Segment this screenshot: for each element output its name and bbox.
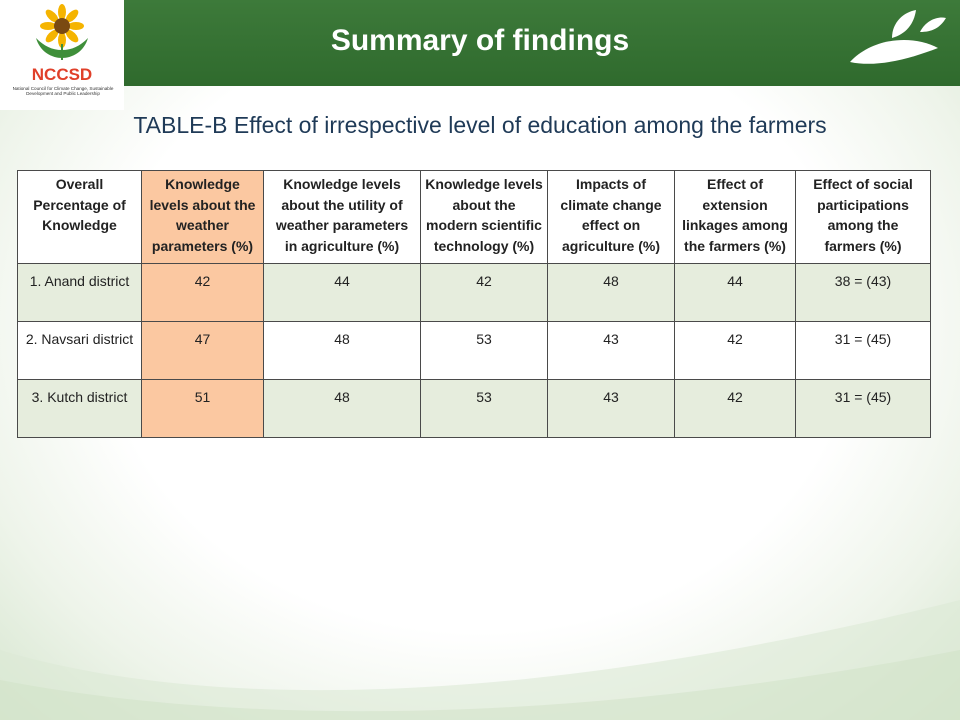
district-cell: 3. Kutch district: [17, 378, 142, 438]
logo: NCCSD National Council for Climate Chang…: [0, 0, 124, 110]
table-cell: 42: [420, 262, 548, 322]
table-cell: 42: [674, 378, 796, 438]
table-caption: TABLE-B Effect of irrespective level of …: [133, 112, 827, 138]
bottom-swoosh-decoration: [0, 600, 960, 720]
district-cell: 2. Navsari district: [17, 320, 142, 380]
column-header: Effect of extension linkages among the f…: [674, 170, 796, 264]
column-header: Impacts of climate change effect on agri…: [547, 170, 675, 264]
district-cell: 1. Anand district: [17, 262, 142, 322]
table-cell: 51: [141, 378, 264, 438]
table-cell: 43: [547, 378, 675, 438]
title-bar: Summary of findings: [0, 0, 960, 86]
column-header: Effect of social participations among th…: [795, 170, 931, 264]
table-cell: 38 = (43): [795, 262, 931, 322]
table-cell: 48: [263, 378, 421, 438]
column-header: Knowledge levels about the weather param…: [141, 170, 264, 264]
findings-table: Overall Percentage of Knowledge Knowledg…: [17, 170, 931, 438]
table-cell: 31 = (45): [795, 320, 931, 380]
column-header: Overall Percentage of Knowledge: [17, 170, 142, 264]
table-cell: 44: [263, 262, 421, 322]
table-row: 3. Kutch district 51 48 53 43 42 31 = (4…: [17, 378, 931, 438]
table-cell: 43: [547, 320, 675, 380]
table-cell: 42: [674, 320, 796, 380]
table-cell: 42: [141, 262, 264, 322]
table-cell: 31 = (45): [795, 378, 931, 438]
table-row: 1. Anand district 42 44 42 48 44 38 = (4…: [17, 262, 931, 322]
table-row: 2. Navsari district 47 48 53 43 42 31 = …: [17, 320, 931, 380]
table-header-row: Overall Percentage of Knowledge Knowledg…: [17, 170, 931, 264]
logo-wordmark: NCCSD: [32, 65, 92, 84]
table-cell: 53: [420, 378, 548, 438]
table-cell: 48: [547, 262, 675, 322]
sunflower-logo-icon: NCCSD: [32, 4, 92, 84]
column-header: Knowledge levels about the utility of we…: [263, 170, 421, 264]
table-cell: 53: [420, 320, 548, 380]
page-title: Summary of findings: [330, 24, 630, 57]
table-cell: 48: [263, 320, 421, 380]
logo-subtitle: National Council for Climate Change, Sus…: [12, 86, 114, 97]
table-cell: 44: [674, 262, 796, 322]
leaf-decoration-icon: [850, 10, 946, 64]
table-cell: 47: [141, 320, 264, 380]
column-header: Knowledge levels about the modern scient…: [420, 170, 548, 264]
